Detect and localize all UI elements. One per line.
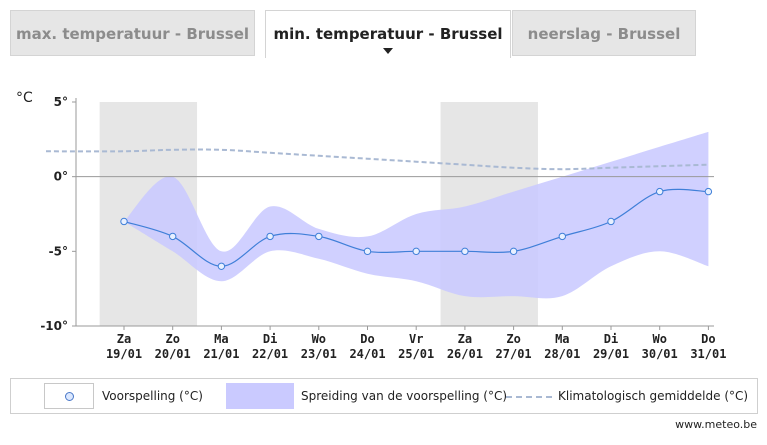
forecast-point-1 (120, 217, 128, 226)
x-tick-date-5: 23/01 (301, 347, 337, 361)
x-tick-day-7: Vr (409, 332, 423, 346)
x-tick-date-10: 28/01 (544, 347, 580, 361)
forecast-point-11 (607, 217, 615, 226)
forecast-point-5 (315, 232, 323, 241)
climatology-line (45, 148, 709, 171)
tab-min-temperature-label: min. temperatuur - Brussel (273, 25, 503, 43)
x-tick-day-9: Zo (506, 332, 520, 346)
x-tick-date-8: 26/01 (447, 347, 483, 361)
legend-spread-label: Spreiding van de voorspelling (°C) (301, 389, 508, 403)
climatology-dash-icon (506, 396, 552, 398)
x-tick-date-11: 29/01 (593, 347, 629, 361)
tab-precipitation[interactable]: neerslag - Brussel (512, 10, 696, 56)
tab-precipitation-label: neerslag - Brussel (527, 25, 681, 43)
legend-climatology-label: Klimatologisch gemiddelde (°C) (558, 389, 749, 403)
x-tick-date-3: 21/01 (203, 347, 239, 361)
x-tick-day-13: Do (701, 332, 715, 346)
x-tick-date-13: 31/01 (690, 347, 726, 361)
forecast-point-4 (266, 232, 274, 241)
x-tick-date-2: 20/01 (155, 347, 191, 361)
x-tick-day-4: Di (263, 332, 277, 346)
x-tick-day-1: Za (117, 332, 131, 346)
tab-max-temperature-label: max. temperatuur - Brussel (15, 25, 250, 43)
forecast-point-3 (217, 262, 226, 270)
legend-forecast-label: Voorspelling (°C) (102, 389, 203, 403)
forecast-point-6 (363, 247, 372, 256)
x-tick-day-3: Ma (214, 332, 228, 346)
x-tick-day-5: Wo (312, 332, 326, 346)
y-tick-label-4: -10° (40, 319, 68, 333)
forecast-point-2 (169, 232, 177, 241)
caret-down-icon (383, 48, 393, 54)
forecast-point-9 (509, 247, 518, 256)
x-tick-date-9: 27/01 (496, 347, 532, 361)
x-tick-date-6: 24/01 (349, 347, 385, 361)
legend: Voorspelling (°C) Spreiding van de voors… (10, 378, 758, 414)
x-tick-day-12: Wo (652, 332, 666, 346)
forecast-point-13 (704, 187, 713, 196)
y-tick-label-1: 5° (54, 95, 68, 109)
x-tick-date-12: 30/01 (642, 347, 678, 361)
x-tick-date-1: 19/01 (106, 347, 142, 361)
y-axis-unit-label: °C (16, 90, 33, 106)
tab-max-temperature[interactable]: max. temperatuur - Brussel (10, 10, 255, 56)
x-tick-day-11: Di (604, 332, 618, 346)
x-tick-day-2: Zo (165, 332, 179, 346)
x-tick-date-4: 22/01 (252, 347, 288, 361)
spread-swatch-icon (226, 383, 294, 409)
y-tick-label-3: -5° (49, 244, 68, 258)
forecast-point-10 (558, 232, 566, 241)
spread-band (124, 131, 709, 299)
x-tick-day-10: Ma (555, 332, 569, 346)
tab-min-temperature[interactable]: min. temperatuur - Brussel (265, 10, 511, 58)
x-tick-day-6: Do (360, 332, 374, 346)
y-tick-label-2: 0° (54, 170, 68, 184)
forecast-point-7 (412, 247, 420, 256)
forecast-point-12 (656, 187, 664, 196)
source-credit: www.meteo.be (675, 418, 757, 431)
forecast-point-8 (461, 247, 469, 256)
x-tick-day-8: Za (458, 332, 472, 346)
tab-bar: max. temperatuur - Brussel min. temperat… (10, 10, 696, 58)
temperature-chart: 5°0°-5°-10°°CZa19/01Zo20/01Ma21/01Di22/0… (16, 90, 726, 361)
forecast-marker-icon (44, 383, 94, 409)
x-tick-date-7: 25/01 (398, 347, 434, 361)
